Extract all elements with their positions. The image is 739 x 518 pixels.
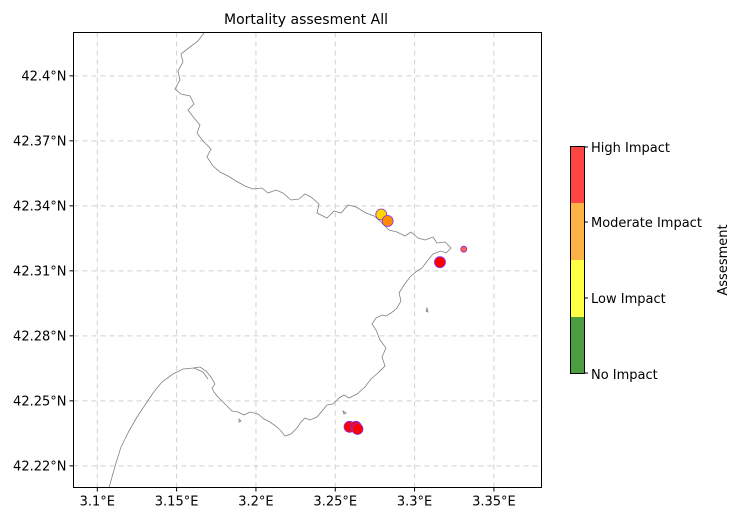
assessment-points [343, 208, 468, 435]
assessment-point [460, 245, 468, 253]
colorbar-label: Assesment [716, 224, 731, 295]
y-tick-label: 42.37°N [13, 134, 66, 149]
colorbar-segment-none [570, 317, 584, 373]
x-tick-label: 3.35°E [472, 495, 516, 510]
islet-1 [425, 306, 429, 313]
colorbar-segment-high [570, 146, 584, 203]
latitude-ticks: 42.4°N 42.37°N 42.34°N 42.31°N 42.28°N 42.25°… [13, 69, 74, 474]
map-frame [73, 32, 542, 488]
colorbar-segment-low [570, 260, 584, 317]
x-tick-label: 3.15°E [155, 495, 199, 510]
colorbar-segment-moderate [570, 203, 584, 260]
y-tick-label: 42.4°N [21, 69, 66, 84]
assessment-point [381, 215, 394, 227]
map-title: Mortality assesment All [224, 12, 388, 28]
longitude-gridlines [96, 32, 495, 488]
x-tick-label: 3.25°E [313, 495, 357, 510]
colorbar-tick-moderate: Moderate Impact [591, 216, 702, 231]
coastline [108, 32, 452, 489]
y-tick-label: 42.31°N [13, 264, 66, 279]
islet-2 [342, 410, 347, 415]
y-tick-label: 42.34°N [13, 199, 66, 214]
y-tick-label: 42.28°N [13, 329, 66, 344]
colorbar-tick-low: Low Impact [591, 292, 666, 307]
coastline-south [108, 367, 209, 489]
y-tick-label: 42.25°N [13, 394, 66, 409]
colorbar-tick-none: No Impact [591, 368, 658, 383]
longitude-ticks: 3.1°E 3.15°E 3.2°E 3.25°E 3.3°E 3.35°E [80, 487, 516, 510]
colorbar: High Impact Moderate Impact Low Impact N… [570, 141, 731, 383]
x-tick-label: 3.1°E [80, 495, 115, 510]
coastline-north [174, 32, 452, 437]
x-tick-label: 3.2°E [238, 495, 273, 510]
islet-3 [238, 418, 242, 423]
assessment-point [434, 256, 446, 269]
colorbar-tick-high: High Impact [591, 141, 670, 156]
colorbar-frame [570, 146, 585, 374]
assessment-point [351, 423, 364, 435]
y-tick-label: 42.22°N [13, 459, 66, 474]
x-tick-label: 3.3°E [397, 495, 432, 510]
latitude-gridlines [73, 75, 542, 467]
